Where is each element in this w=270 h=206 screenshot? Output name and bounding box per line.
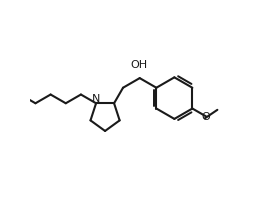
Text: OH: OH	[130, 60, 148, 70]
Text: N: N	[92, 93, 100, 103]
Text: O: O	[202, 112, 211, 122]
